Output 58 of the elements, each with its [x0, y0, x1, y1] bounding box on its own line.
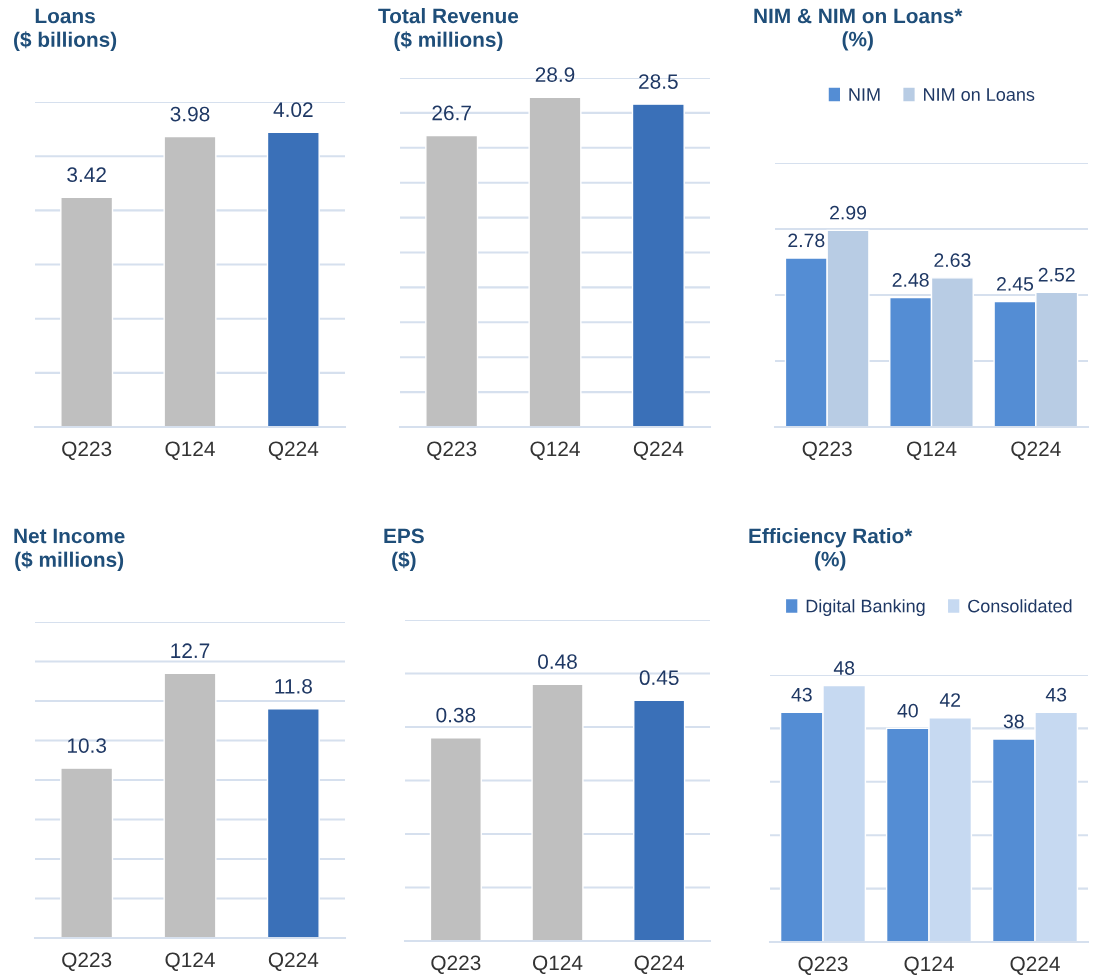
- chart-title: Loans: [35, 8, 95, 24]
- data-label: 0.38: [436, 707, 476, 723]
- legend-label: Consolidated: [968, 599, 1072, 613]
- chart-subtitle: ($ millions): [15, 551, 124, 572]
- data-label: 10.3: [67, 738, 107, 753]
- data-label: 40: [897, 703, 918, 718]
- chart-title: Efficiency Ratio*: [749, 528, 913, 548]
- data-label: 42: [939, 693, 961, 707]
- data-label: 2.99: [830, 205, 867, 220]
- data-label: 2.78: [788, 233, 825, 248]
- legend-label: NIM on Loans: [924, 88, 1035, 101]
- chart-title: EPS: [384, 528, 424, 544]
- chart-title: Total Revenue: [378, 8, 519, 24]
- chart-subtitle: ($): [392, 551, 416, 572]
- x-tick-label: Q124: [907, 441, 957, 460]
- chart-subtitle: (%): [842, 31, 873, 51]
- legend-label: NIM: [849, 88, 880, 101]
- chart-subtitle: ($ millions): [394, 31, 503, 52]
- data-label: 3.98: [170, 106, 210, 122]
- legend-label: Digital Banking: [806, 599, 925, 617]
- x-tick-label: Q124: [165, 952, 215, 971]
- x-tick-label: Q124: [533, 955, 583, 974]
- x-tick-label: Q224: [1011, 441, 1061, 460]
- x-tick-label: Q224: [268, 441, 319, 460]
- chart-subtitle: (%): [815, 551, 846, 571]
- x-tick-label: Q223: [427, 441, 477, 460]
- data-label: 2.52: [1038, 267, 1075, 282]
- data-label: 28.5: [639, 74, 678, 89]
- x-tick-label: Q224: [268, 952, 319, 971]
- data-label: 3.42: [67, 167, 106, 183]
- x-tick-label: Q223: [802, 441, 852, 460]
- data-label: 2.45: [997, 277, 1034, 291]
- data-label: 48: [833, 661, 855, 675]
- x-tick-label: Q223: [62, 441, 112, 460]
- data-label: 43: [791, 687, 812, 702]
- data-label: 26.7: [432, 105, 471, 121]
- data-label: 4.02: [273, 102, 313, 118]
- data-label: 0.45: [639, 670, 679, 686]
- data-label: 43: [1045, 687, 1067, 702]
- data-label: 12.7: [171, 643, 210, 658]
- data-label: 11.8: [275, 678, 312, 694]
- chart-title: NIM & NIM on Loans*: [754, 8, 963, 24]
- data-label: 2.63: [934, 253, 971, 268]
- data-label: 0.48: [538, 654, 577, 669]
- x-tick-label: Q223: [798, 956, 848, 975]
- data-label: 28.9: [535, 67, 575, 82]
- x-tick-label: Q223: [62, 952, 112, 971]
- data-label: 2.48: [892, 273, 929, 287]
- x-tick-label: Q224: [633, 441, 684, 460]
- chart-title: Net Income: [14, 528, 125, 544]
- chart-subtitle: ($ billions): [14, 31, 117, 52]
- x-tick-label: Q224: [1010, 956, 1060, 975]
- data-label: 38: [1003, 714, 1024, 729]
- x-tick-label: Q124: [165, 441, 215, 460]
- x-tick-label: Q223: [431, 955, 481, 974]
- x-tick-label: Q224: [634, 955, 685, 974]
- x-tick-label: Q124: [530, 441, 580, 460]
- x-tick-label: Q124: [904, 956, 954, 975]
